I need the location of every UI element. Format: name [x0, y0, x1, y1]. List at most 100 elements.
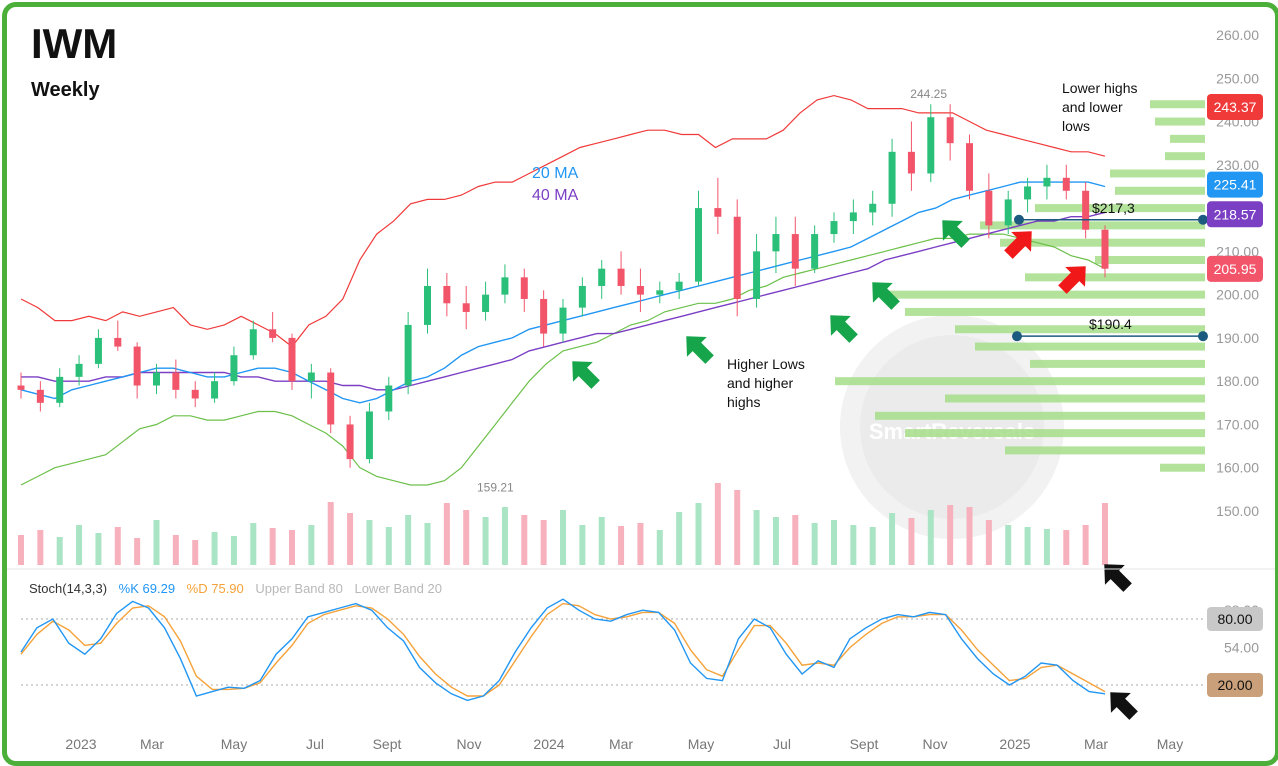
level-190-dot — [1012, 331, 1022, 342]
volume-bar — [366, 520, 373, 565]
stoch-legend: Stoch(14,3,3) %K 69.29 %D 75.90 Upper Ba… — [29, 581, 450, 596]
volume-profile-bar — [905, 429, 1205, 438]
x-tick-label: Nov — [457, 736, 482, 752]
candle-body — [327, 372, 335, 425]
low-label: 159.21 — [477, 481, 514, 495]
volume-profile-bar — [1115, 186, 1205, 195]
price-tick-label: 180.00 — [1216, 373, 1259, 389]
candle-body — [733, 216, 741, 299]
x-tick-label: Mar — [1084, 736, 1108, 752]
candle-body — [636, 285, 644, 295]
volume-bar — [250, 523, 257, 565]
ma20-label: 20 MA — [532, 165, 579, 182]
volume-bar — [95, 533, 102, 565]
volume-bar — [637, 523, 644, 565]
volume-bar — [385, 527, 392, 565]
volume-bar — [443, 503, 450, 565]
volume-bar — [579, 525, 586, 565]
black-arrow-icon — [1110, 692, 1138, 720]
volume-profile-bar — [1155, 117, 1205, 126]
arrow-shape — [1110, 692, 1138, 720]
candle-body — [230, 355, 238, 382]
candle-body — [985, 190, 993, 226]
volume-bar — [1043, 529, 1050, 565]
candle-body — [443, 285, 451, 304]
x-tick-label: 2024 — [533, 736, 564, 752]
candle-body — [269, 329, 277, 338]
candle-body — [211, 381, 219, 399]
candle-body — [598, 268, 606, 286]
candle-body — [346, 424, 354, 460]
volume-bar — [405, 515, 412, 565]
volume-bar — [927, 510, 934, 565]
stoch-lower-badge — [1207, 673, 1263, 697]
candle-body — [772, 234, 780, 252]
volume-bar — [56, 537, 63, 565]
candle-body — [695, 208, 702, 282]
volume-bar — [211, 532, 218, 565]
candle-body — [1062, 177, 1070, 191]
green-arrow-icon — [942, 220, 970, 248]
volume-bar — [172, 535, 179, 565]
volume-bar — [1102, 503, 1108, 565]
volume-bar — [811, 523, 818, 565]
volume-profile-bar — [1030, 359, 1205, 368]
volume-bar — [347, 513, 354, 565]
candle-body — [462, 303, 470, 312]
arrow-shape — [572, 361, 600, 389]
stoch-k-line — [20, 598, 1106, 702]
volume-bar — [792, 515, 799, 565]
candle-body — [675, 281, 683, 291]
stoch-upper-badge-label: 80.00 — [1217, 611, 1252, 627]
annotation-line: and lower — [1062, 99, 1123, 115]
green-arrow-icon — [830, 315, 858, 343]
volume-bar — [76, 525, 83, 565]
volume-profile-bar — [1150, 100, 1205, 109]
price-tick-label: 200.00 — [1216, 287, 1259, 303]
volume-bar — [985, 520, 992, 565]
stoch-d-value: %D 75.90 — [186, 581, 244, 596]
level-190-dot — [1198, 331, 1208, 342]
stoch-d-line — [20, 602, 1106, 697]
price-badge — [1207, 93, 1263, 120]
watermark-circle — [840, 315, 1064, 539]
candle-body — [849, 212, 857, 222]
price-badge — [1207, 201, 1263, 228]
volume-bar — [192, 540, 199, 565]
volume-profile-bar — [1035, 204, 1205, 213]
x-tick-label: Mar — [140, 736, 164, 752]
price-badge-label: 205.95 — [1214, 261, 1257, 277]
x-tick-label: May — [688, 736, 714, 752]
volume-bar — [714, 483, 721, 565]
annotation-higher-lows: Higher Lows and higher highs — [727, 355, 805, 412]
volume-profile-bar — [1170, 134, 1205, 143]
arrow-shape — [1104, 564, 1132, 592]
arrow-shape — [830, 315, 858, 343]
volume-bar — [114, 527, 121, 565]
volume-bar — [1024, 527, 1031, 565]
volume-bar — [230, 536, 237, 565]
candle-body — [424, 285, 431, 325]
volume-bar — [18, 535, 24, 565]
x-tick-label: Jul — [306, 736, 324, 752]
candle-body — [927, 117, 935, 174]
price-tick-label: 170.00 — [1216, 416, 1259, 432]
arrow-shape — [686, 336, 714, 364]
candle-body — [404, 324, 412, 386]
volume-bar — [560, 510, 566, 565]
candle-body — [288, 337, 296, 382]
ma40-label: 40 MA — [532, 187, 579, 204]
price-tick-label: 230.00 — [1216, 157, 1259, 173]
volume-bar — [327, 502, 334, 565]
volume-bar — [482, 517, 489, 565]
volume-bar — [772, 517, 779, 565]
volume-bar — [501, 507, 508, 565]
chart-title: IWM — [31, 20, 118, 67]
x-tick-label: May — [221, 736, 247, 752]
candle-body — [946, 117, 954, 144]
x-tick-label: Sept — [850, 736, 879, 752]
arrow-shape — [1004, 231, 1032, 259]
candle-body — [1004, 199, 1012, 226]
arrow-shape — [942, 220, 970, 248]
candle-body — [1101, 229, 1109, 269]
